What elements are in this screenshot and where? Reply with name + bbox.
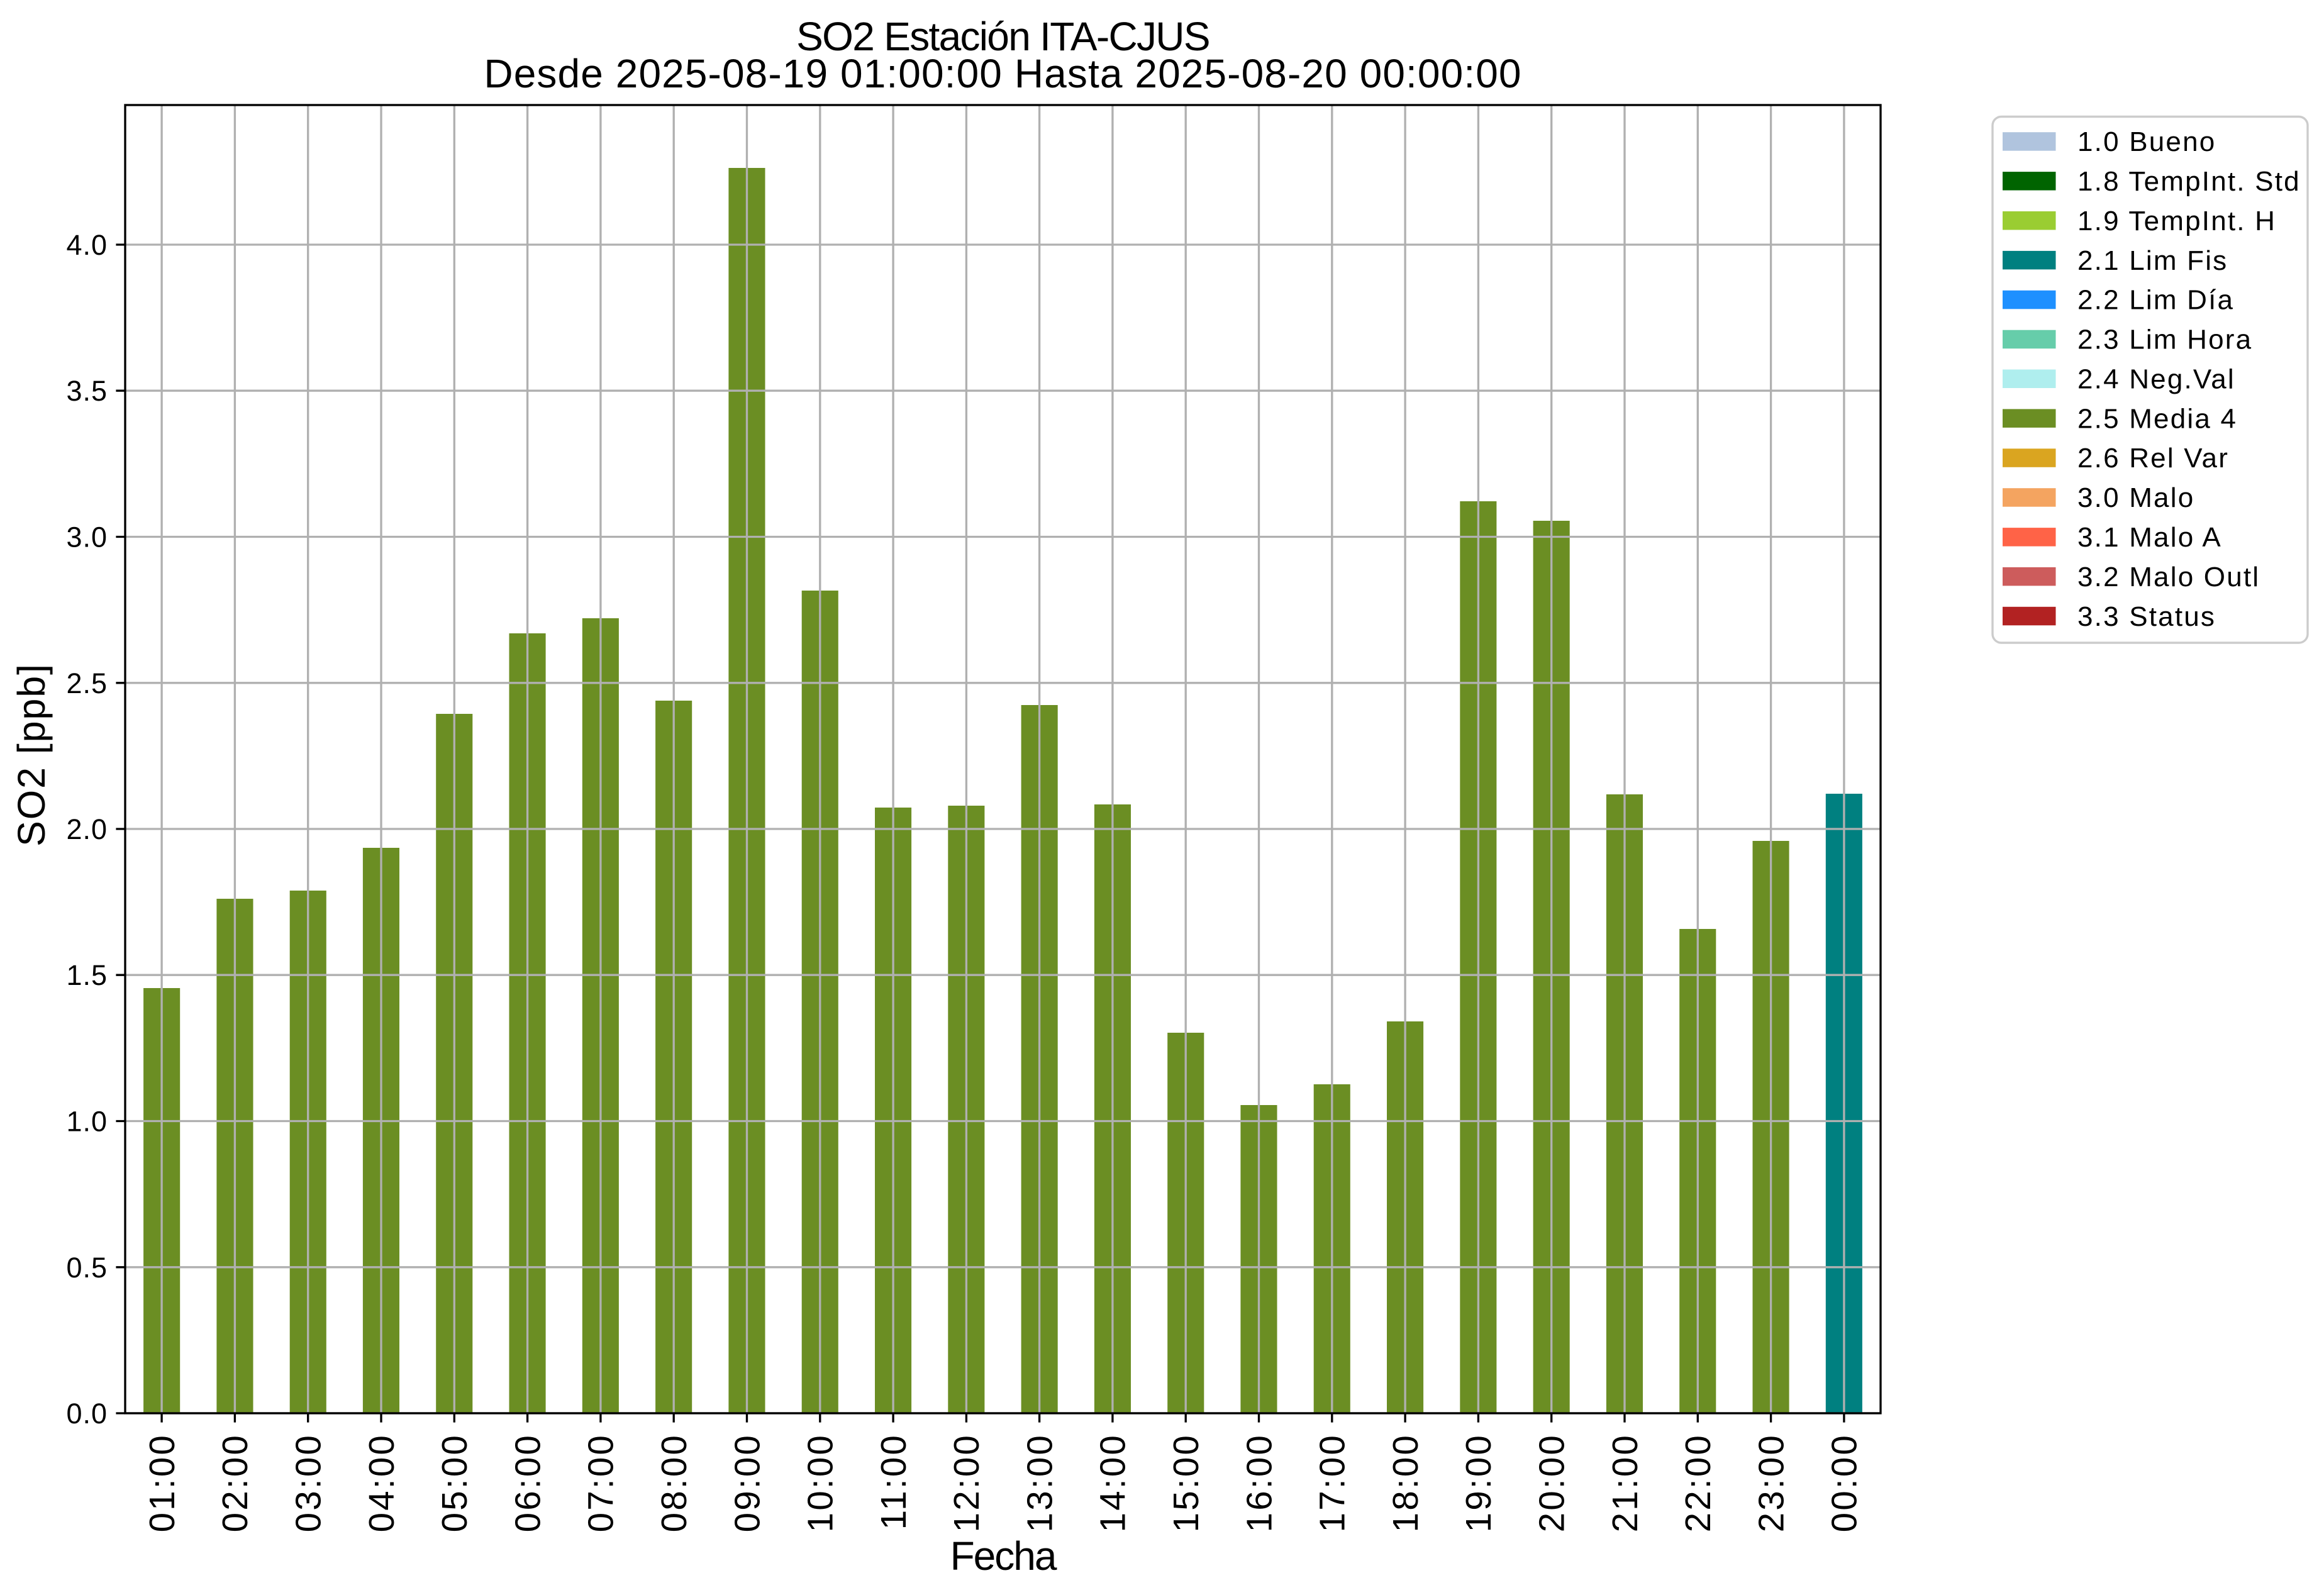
svg-text:Desde 2025-08-19 01:00:00 Hast: Desde 2025-08-19 01:00:00 Hasta 2025-08-… [484, 51, 1521, 96]
svg-text:0.5: 0.5 [66, 1252, 108, 1284]
svg-text:03:00: 03:00 [289, 1433, 328, 1532]
svg-text:2.5 Media 4: 2.5 Media 4 [2077, 403, 2237, 434]
svg-text:15:00: 15:00 [1166, 1433, 1206, 1532]
svg-text:3.5: 3.5 [66, 375, 108, 407]
svg-text:12:00: 12:00 [947, 1433, 986, 1532]
svg-text:1.0 Bueno: 1.0 Bueno [2077, 126, 2216, 157]
svg-text:21:00: 21:00 [1605, 1433, 1645, 1532]
svg-text:3.1 Malo A: 3.1 Malo A [2077, 522, 2222, 553]
svg-text:2.6 Rel Var: 2.6 Rel Var [2077, 443, 2229, 474]
svg-text:2.3 Lim Hora: 2.3 Lim Hora [2077, 325, 2252, 355]
svg-text:09:00: 09:00 [727, 1433, 767, 1532]
svg-text:01:00: 01:00 [142, 1433, 182, 1532]
svg-text:17:00: 17:00 [1313, 1433, 1352, 1532]
svg-text:18:00: 18:00 [1386, 1433, 1425, 1532]
svg-text:1.8 TempInt. Std: 1.8 TempInt. Std [2077, 166, 2301, 197]
svg-text:20:00: 20:00 [1532, 1433, 1572, 1532]
svg-text:06:00: 06:00 [508, 1433, 547, 1532]
svg-text:2.1 Lim Fis: 2.1 Lim Fis [2077, 245, 2228, 276]
svg-text:3.3 Status: 3.3 Status [2077, 601, 2216, 632]
svg-text:SO2 [ppb]: SO2 [ppb] [10, 663, 53, 847]
svg-text:1.0: 1.0 [66, 1106, 108, 1138]
svg-text:10:00: 10:00 [801, 1433, 840, 1532]
svg-text:2.2 Lim Día: 2.2 Lim Día [2077, 285, 2234, 316]
svg-text:4.0: 4.0 [66, 229, 108, 261]
svg-text:2.0: 2.0 [66, 813, 108, 845]
svg-text:23:00: 23:00 [1751, 1433, 1791, 1532]
svg-text:SO2 Estación ITA-CJUS: SO2 Estación ITA-CJUS [796, 14, 1209, 59]
svg-text:05:00: 05:00 [435, 1433, 474, 1532]
svg-text:0.0: 0.0 [66, 1398, 108, 1430]
svg-text:3.0 Malo: 3.0 Malo [2077, 482, 2194, 513]
svg-text:Fecha: Fecha [950, 1533, 1057, 1579]
svg-text:00:00: 00:00 [1825, 1433, 1864, 1532]
svg-text:2.5: 2.5 [66, 667, 108, 699]
svg-text:1.5: 1.5 [66, 959, 108, 991]
svg-text:16:00: 16:00 [1239, 1433, 1279, 1532]
svg-text:13:00: 13:00 [1020, 1433, 1059, 1532]
svg-text:04:00: 04:00 [362, 1433, 401, 1532]
svg-text:22:00: 22:00 [1678, 1433, 1718, 1532]
svg-text:11:00: 11:00 [874, 1433, 913, 1530]
svg-text:02:00: 02:00 [215, 1433, 255, 1532]
svg-text:07:00: 07:00 [581, 1433, 621, 1532]
svg-text:3.0: 3.0 [66, 521, 108, 553]
svg-text:08:00: 08:00 [654, 1433, 694, 1532]
svg-text:1.9 TempInt. H: 1.9 TempInt. H [2077, 206, 2276, 236]
svg-text:2.4 Neg.Val: 2.4 Neg.Val [2077, 364, 2235, 395]
svg-text:19:00: 19:00 [1459, 1433, 1498, 1532]
svg-text:14:00: 14:00 [1093, 1433, 1133, 1532]
svg-text:3.2 Malo Outl: 3.2 Malo Outl [2077, 562, 2260, 592]
